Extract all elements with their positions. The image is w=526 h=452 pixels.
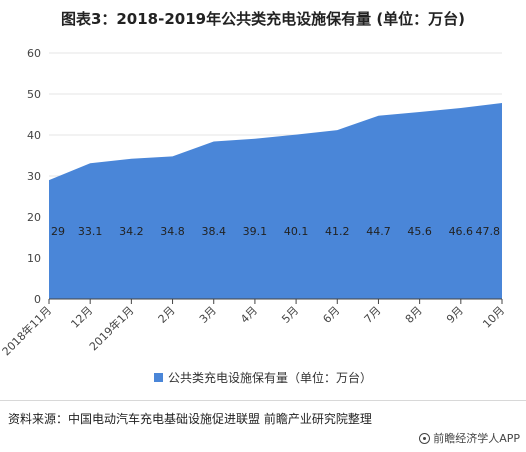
y-tick-label: 50 — [27, 88, 41, 101]
x-tick-label: 2月 — [156, 304, 178, 326]
data-label: 41.2 — [325, 225, 350, 238]
data-label: 47.8 — [476, 225, 501, 238]
brand-label: 前瞻经济学人APP — [433, 432, 520, 445]
data-label: 44.7 — [366, 225, 391, 238]
x-tick-label: 2019年1月 — [86, 303, 136, 353]
x-tick-label: 3月 — [197, 304, 219, 326]
series-area-layer — [49, 103, 502, 300]
data-label: 40.1 — [284, 225, 309, 238]
legend-swatch — [153, 373, 163, 382]
legend: 公共类充电设施保有量（单位：万台） — [0, 369, 526, 386]
brand-logo-icon — [419, 432, 431, 444]
data-label: 34.8 — [160, 225, 185, 238]
x-tick-label: 5月 — [279, 304, 301, 326]
data-label: 34.2 — [119, 225, 144, 238]
x-tick-label: 9月 — [444, 304, 466, 326]
data-label: 33.1 — [78, 225, 103, 238]
data-label: 45.6 — [407, 225, 432, 238]
divider — [0, 400, 526, 401]
y-tick-label: 10 — [27, 252, 41, 265]
data-label: 38.4 — [201, 225, 226, 238]
y-tick-label: 0 — [34, 293, 41, 306]
x-tick-label: 6月 — [320, 304, 342, 326]
data-label: 46.6 — [449, 225, 474, 238]
y-tick-label: 20 — [27, 211, 41, 224]
data-labels: 29 33.1 34.2 34.8 38.4 39.1 40.1 41.2 44.7 45.6 46… — [51, 225, 500, 238]
x-tick-label: 10月 — [480, 304, 507, 331]
y-tick-label: 30 — [27, 170, 41, 183]
x-tick-label: 4月 — [238, 304, 260, 326]
x-tick-label: 7月 — [362, 304, 384, 326]
brand-mark: 前瞻经济学人APP — [419, 430, 520, 446]
y-tick-label: 60 — [27, 47, 41, 60]
data-label: 39.1 — [243, 225, 268, 238]
x-tick-label: 8月 — [403, 304, 425, 326]
chart-title: 图表3：2018-2019年公共类充电设施保有量 (单位：万台) — [60, 10, 466, 28]
y-tick-label: 40 — [27, 129, 41, 142]
legend-label: 公共类充电设施保有量（单位：万台） — [167, 371, 372, 385]
data-label: 29 — [51, 225, 65, 238]
x-tick-label: 12月 — [68, 304, 95, 331]
series-area — [49, 103, 502, 300]
x-tick-label: 2018年11月 — [0, 303, 54, 358]
source-note: 资料来源：中国电动汽车充电基础设施促进联盟 前瞻产业研究院整理 — [8, 412, 372, 426]
